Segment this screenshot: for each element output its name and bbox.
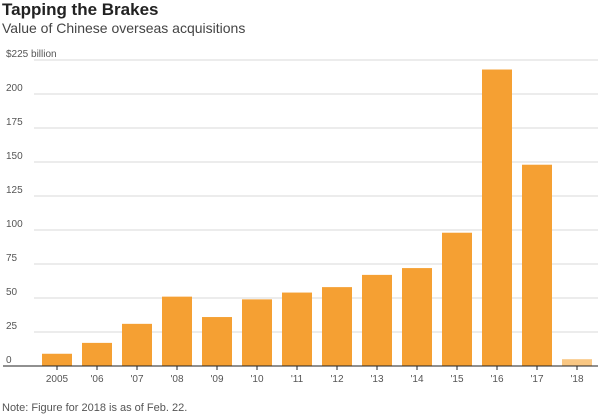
bar-06 (82, 342, 112, 366)
bar-11 (282, 292, 312, 366)
x-tick-label: '09 (210, 374, 223, 385)
x-tick-label: '17 (530, 374, 543, 385)
chart-title: Tapping the Brakes (2, 0, 159, 19)
y-tick-label: 200 (6, 83, 23, 94)
bar-10 (242, 299, 272, 366)
x-tick-label: '12 (330, 374, 343, 385)
chart-subtitle: Value of Chinese overseas acquisitions (2, 20, 246, 36)
x-tick-label: '07 (130, 374, 143, 385)
gridlines (34, 59, 598, 333)
bar-13 (362, 274, 392, 366)
y-tick-label: 125 (6, 185, 23, 196)
bar-08 (162, 296, 192, 366)
bar-09 (202, 317, 232, 366)
bar-14 (402, 268, 432, 366)
bar-15 (442, 232, 472, 366)
y-tick-label: 0 (6, 355, 12, 366)
x-tick-label: '10 (250, 374, 263, 385)
x-tick-label: '08 (170, 374, 183, 385)
bar-18 (562, 359, 592, 366)
x-tick-label: '13 (370, 374, 383, 385)
x-tick-label: '06 (90, 374, 103, 385)
bar-2005 (42, 353, 72, 366)
y-tick-label: 25 (6, 321, 18, 332)
chart-note: Note: Figure for 2018 is as of Feb. 22. (2, 402, 188, 414)
y-tick-label: 50 (6, 287, 18, 298)
y-tick-label: $225 billion (6, 49, 57, 60)
axes: 0 25 50 75 100 125 150 175 200 $225 billion 2005 '0… (3, 49, 598, 385)
bar-07 (122, 323, 152, 366)
bars (42, 69, 592, 367)
bar-17 (522, 164, 552, 366)
x-tick-label: '14 (410, 374, 423, 385)
x-tick-label: '18 (570, 374, 583, 385)
y-tick-label: 150 (6, 151, 23, 162)
x-tick-label: '16 (490, 374, 503, 385)
y-tick-label: 175 (6, 117, 23, 128)
x-tick-label: 2005 (46, 374, 69, 385)
bar-12 (322, 287, 352, 366)
x-tick-label: '11 (291, 374, 304, 385)
y-tick-label: 100 (6, 219, 23, 230)
y-tick-label: 75 (6, 253, 18, 264)
bar-16 (482, 69, 512, 367)
x-tick-label: '15 (450, 374, 463, 385)
